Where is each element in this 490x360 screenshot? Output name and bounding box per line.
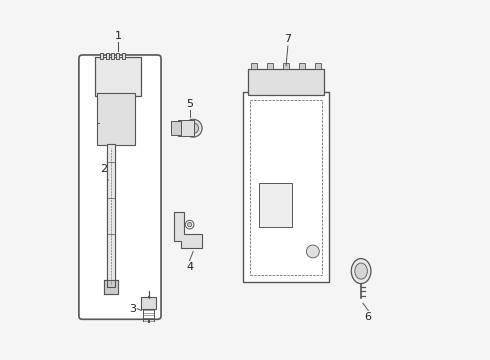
Text: 5: 5 xyxy=(186,99,193,109)
FancyBboxPatch shape xyxy=(259,183,292,227)
FancyBboxPatch shape xyxy=(95,57,142,96)
Ellipse shape xyxy=(355,263,368,279)
Polygon shape xyxy=(107,144,115,287)
Bar xyxy=(100,53,103,59)
FancyBboxPatch shape xyxy=(98,93,135,145)
Circle shape xyxy=(306,245,319,258)
Bar xyxy=(106,53,109,59)
Text: 3: 3 xyxy=(129,303,136,314)
Text: 6: 6 xyxy=(365,312,372,322)
Text: 1: 1 xyxy=(115,31,122,41)
Ellipse shape xyxy=(184,119,202,137)
FancyBboxPatch shape xyxy=(79,55,161,319)
Bar xyxy=(251,63,257,69)
Bar xyxy=(267,63,273,69)
Circle shape xyxy=(185,220,194,229)
Text: 2: 2 xyxy=(100,164,107,174)
Bar xyxy=(316,63,321,69)
Ellipse shape xyxy=(351,258,371,284)
FancyBboxPatch shape xyxy=(171,121,181,135)
Bar xyxy=(117,53,119,59)
Bar xyxy=(122,53,124,59)
Polygon shape xyxy=(104,280,118,294)
Ellipse shape xyxy=(188,123,198,134)
Polygon shape xyxy=(173,212,202,248)
Bar xyxy=(111,53,114,59)
FancyBboxPatch shape xyxy=(141,297,156,309)
Text: 7: 7 xyxy=(284,34,292,44)
FancyBboxPatch shape xyxy=(248,68,324,95)
Bar xyxy=(299,63,305,69)
Circle shape xyxy=(188,222,192,227)
Bar xyxy=(283,63,289,69)
Text: 4: 4 xyxy=(186,262,193,272)
FancyBboxPatch shape xyxy=(243,93,329,282)
FancyBboxPatch shape xyxy=(178,120,194,136)
